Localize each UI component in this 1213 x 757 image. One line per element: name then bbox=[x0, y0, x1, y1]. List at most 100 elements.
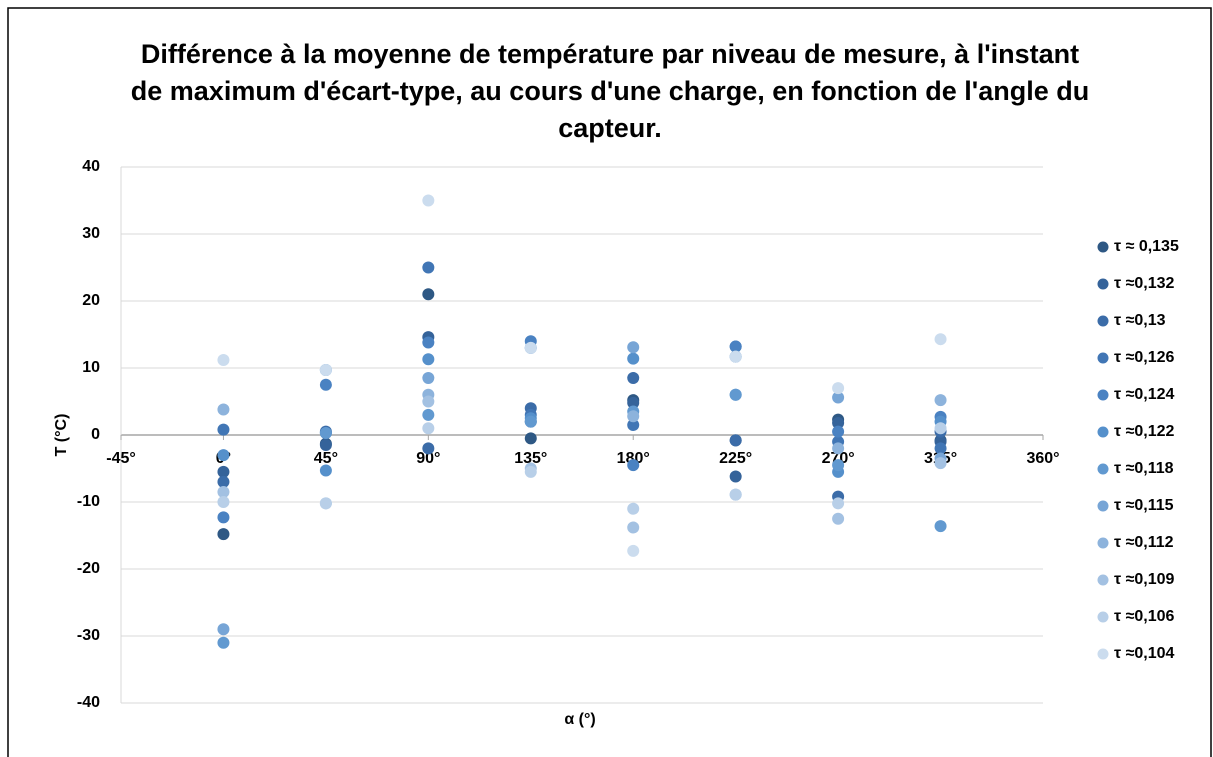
point bbox=[422, 288, 435, 301]
legend-marker bbox=[1097, 426, 1109, 438]
point bbox=[422, 194, 435, 207]
point bbox=[319, 426, 332, 439]
point bbox=[729, 340, 742, 353]
point bbox=[217, 465, 230, 478]
legend-label: τ ≈0,13 bbox=[1114, 312, 1166, 329]
frame bbox=[7, 7, 1212, 757]
legend-label: τ ≈0,109 bbox=[1114, 571, 1175, 588]
legend-marker bbox=[1097, 611, 1109, 623]
point bbox=[217, 449, 230, 462]
point bbox=[319, 378, 332, 391]
point bbox=[524, 415, 537, 428]
legend-label: τ ≈0,106 bbox=[1114, 608, 1175, 625]
point bbox=[627, 521, 640, 534]
point bbox=[319, 364, 332, 377]
point bbox=[319, 497, 332, 510]
legend-marker bbox=[1097, 278, 1109, 290]
x-tick-label: 270° bbox=[822, 450, 855, 467]
point bbox=[729, 488, 742, 501]
point bbox=[832, 382, 845, 395]
point bbox=[832, 425, 845, 438]
point bbox=[319, 464, 332, 477]
point bbox=[422, 395, 435, 408]
point bbox=[832, 459, 845, 472]
point bbox=[524, 341, 537, 354]
y-tick-label: 0 bbox=[91, 426, 100, 443]
point bbox=[729, 350, 742, 363]
point bbox=[627, 352, 640, 365]
point bbox=[627, 410, 640, 423]
point bbox=[627, 341, 640, 354]
y-tick-label: 10 bbox=[82, 359, 100, 376]
legend-label: τ ≈0,132 bbox=[1114, 275, 1175, 292]
point bbox=[217, 485, 230, 498]
point bbox=[934, 422, 947, 435]
legend-label: τ ≈0,124 bbox=[1114, 386, 1175, 403]
point bbox=[217, 511, 230, 524]
legend-label: τ ≈0,112 bbox=[1114, 534, 1174, 551]
x-tick-label: 90° bbox=[416, 450, 440, 467]
x-tick-label: 225° bbox=[719, 450, 752, 467]
point bbox=[934, 520, 947, 533]
legend-label: τ ≈0,126 bbox=[1114, 349, 1175, 366]
y-tick-label: -40 bbox=[77, 694, 100, 711]
point bbox=[729, 470, 742, 483]
point bbox=[627, 418, 640, 431]
point bbox=[832, 512, 845, 525]
point bbox=[934, 394, 947, 407]
point bbox=[524, 432, 537, 445]
y-tick-label: 30 bbox=[82, 225, 100, 242]
point bbox=[422, 372, 435, 385]
legend-marker bbox=[1097, 537, 1109, 549]
x-tick-label: 180° bbox=[617, 450, 650, 467]
legend-marker bbox=[1097, 315, 1109, 327]
point bbox=[217, 623, 230, 636]
x-tick-label: -45° bbox=[106, 450, 136, 467]
point bbox=[217, 403, 230, 416]
point bbox=[934, 457, 947, 470]
y-tick-label: 20 bbox=[82, 292, 100, 309]
point bbox=[422, 442, 435, 455]
legend-marker bbox=[1097, 389, 1109, 401]
point bbox=[319, 439, 332, 452]
point bbox=[934, 333, 947, 346]
x-tick-label: 135° bbox=[514, 450, 547, 467]
x-axis-title: α (°) bbox=[564, 711, 595, 728]
point bbox=[934, 442, 947, 455]
legend-label: τ ≈0,122 bbox=[1114, 423, 1175, 440]
point bbox=[832, 416, 845, 429]
point bbox=[217, 528, 230, 541]
legend-label: τ ≈ 0,135 bbox=[1114, 238, 1179, 255]
y-tick-label: -20 bbox=[77, 560, 100, 577]
x-tick-label: 360° bbox=[1026, 450, 1059, 467]
legend-marker bbox=[1097, 500, 1109, 512]
legend-marker bbox=[1097, 574, 1109, 586]
point bbox=[422, 408, 435, 421]
point bbox=[422, 422, 435, 435]
point bbox=[832, 497, 845, 510]
y-tick-label: -10 bbox=[77, 493, 100, 510]
point bbox=[729, 434, 742, 447]
legend-marker bbox=[1097, 241, 1109, 253]
legend-marker bbox=[1097, 463, 1109, 475]
point bbox=[422, 353, 435, 366]
point bbox=[217, 636, 230, 649]
point bbox=[217, 496, 230, 508]
chart-title: Différence à la moyenne de température p… bbox=[130, 39, 1090, 143]
legend-label: τ ≈0,118 bbox=[1114, 460, 1174, 477]
point bbox=[422, 261, 435, 274]
point bbox=[524, 465, 537, 478]
point bbox=[217, 423, 230, 436]
legend-marker bbox=[1097, 352, 1109, 364]
point bbox=[217, 475, 230, 488]
point bbox=[217, 353, 230, 366]
legend-label: τ ≈0,115 bbox=[1114, 497, 1174, 514]
point bbox=[627, 544, 640, 557]
point bbox=[627, 372, 640, 385]
point bbox=[832, 442, 845, 455]
point bbox=[627, 459, 640, 472]
point bbox=[627, 396, 640, 409]
point bbox=[832, 391, 845, 404]
